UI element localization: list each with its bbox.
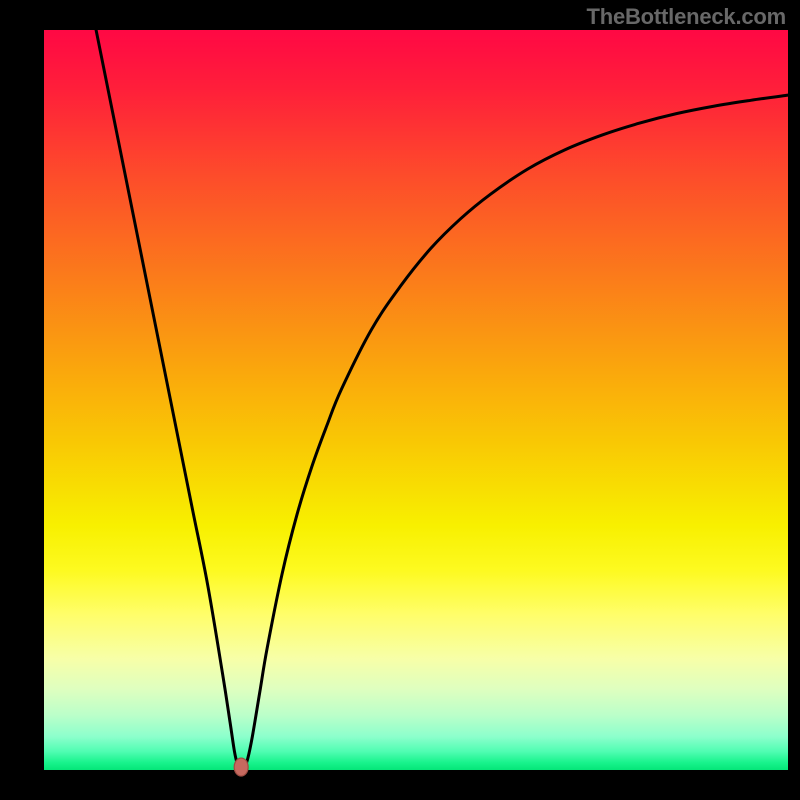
minimum-marker [234,758,248,776]
bottleneck-chart [0,0,800,800]
watermark-text: TheBottleneck.com [586,4,786,30]
plot-gradient-area [44,30,788,770]
chart-container: TheBottleneck.com [0,0,800,800]
